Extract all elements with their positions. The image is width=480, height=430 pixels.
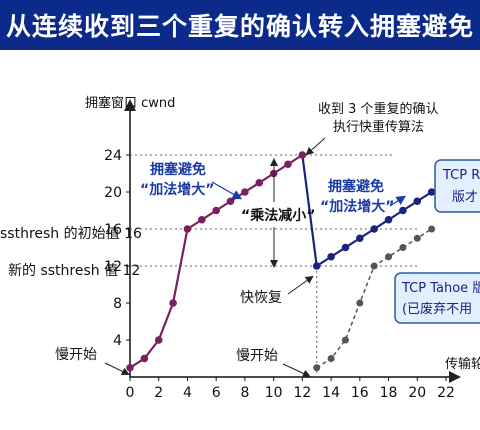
reno-point: [183, 225, 192, 233]
x-ticks: 0 2 4 6 8 10 12 14 16 18 20 22: [126, 377, 455, 401]
tahoe-point: [313, 364, 321, 372]
ca-arrow-1: [211, 181, 243, 200]
reno-point: [312, 262, 321, 270]
y-tick-label: 8: [113, 296, 122, 312]
ca-label-1-line2: “加法增大”: [140, 181, 214, 198]
reno-legend-line1: TCP R: [442, 168, 480, 183]
y-tick-label: 12: [104, 259, 122, 275]
series-tahoe: [313, 225, 436, 372]
multiplicative-decrease-label: “乘法减小”: [241, 207, 315, 224]
reno-point: [356, 234, 364, 243]
tahoe-point: [428, 225, 436, 233]
tahoe-point: [341, 336, 349, 344]
reno-point: [198, 215, 206, 224]
x-tick-label: 10: [265, 385, 283, 401]
reno-point: [327, 252, 335, 261]
x-tick-label: 20: [408, 385, 426, 401]
slow-start-arrow-2: [282, 363, 311, 378]
reno-point: [226, 197, 235, 206]
new-ssthresh-label: 新的 ssthresh 值 12: [8, 263, 140, 279]
ca-label-1-line1: 拥塞避免: [150, 161, 206, 178]
x-tick-label: 2: [154, 385, 163, 401]
series-reno: [126, 151, 436, 372]
reno-point: [370, 225, 378, 233]
reno-slow-start-line: [129, 228, 189, 369]
tahoe-legend-line1: TCP Tahoe 版: [401, 281, 480, 296]
slow-start-label-1: 慢开始: [55, 346, 97, 363]
tahoe-point: [327, 355, 335, 362]
title-bar: 从连续收到三个重复的确认转入拥塞避免: [0, 0, 480, 50]
reno-point: [341, 243, 350, 252]
reno-point: [399, 206, 407, 215]
y-tick-label: 16: [104, 222, 122, 238]
reno-legend-line2: 版才: [452, 190, 478, 205]
reno-point: [298, 151, 307, 159]
slow-start-label-2: 慢开始: [236, 347, 278, 364]
tahoe-legend-box: [394, 272, 480, 324]
slow-start-arrow-1: [104, 362, 130, 376]
y-tick-label: 4: [113, 333, 122, 349]
tahoe-point: [399, 244, 407, 251]
y-ticks: 4 8 12 16 20 24: [104, 148, 130, 349]
x-tick-label: 22: [437, 385, 455, 401]
x-tick-label: 18: [380, 385, 398, 401]
ca-label-2-line1: 拥塞避免: [328, 178, 384, 195]
reno-point: [384, 215, 393, 224]
x-tick-label: 0: [126, 385, 135, 401]
x-tick-label: 4: [183, 385, 192, 401]
reno-point: [427, 188, 436, 196]
fast-recovery-label: 快恢复: [240, 289, 282, 306]
ca-arrow-2: [389, 195, 407, 207]
y-tick-label: 24: [104, 148, 122, 164]
reno-drop-line: [301, 154, 318, 267]
page-title: 从连续收到三个重复的确认转入拥塞避免: [5, 12, 474, 41]
reno-point: [140, 354, 149, 363]
fast-recovery-arrow: [287, 275, 314, 295]
tahoe-legend-line2: (已废弃不用: [402, 301, 472, 317]
tahoe-point: [356, 299, 364, 307]
tahoe-point: [385, 253, 393, 261]
x-tick-label: 6: [212, 385, 221, 401]
triple-ack-line2: 执行快重传算法: [333, 119, 424, 135]
ca-label-2-line2: “加法增大”: [320, 198, 394, 215]
initial-ssthresh-label: ssthresh 的初始值 16: [0, 225, 142, 242]
reno-point: [284, 160, 292, 169]
reno-point: [212, 206, 220, 215]
x-axis-label: 传输轮: [445, 356, 480, 372]
x-tick-label: 14: [322, 385, 340, 401]
y-axis-label: 拥塞窗口 cwnd: [85, 95, 175, 111]
reno-point: [413, 197, 422, 206]
tahoe-point: [370, 262, 378, 270]
reno-point: [126, 363, 134, 372]
reno-point: [169, 299, 177, 307]
reno-point: [255, 178, 264, 187]
y-tick-label: 20: [104, 185, 122, 201]
x-tick-label: 8: [240, 385, 249, 401]
reno-point: [154, 336, 163, 344]
reno-legend-box: [434, 159, 480, 213]
tahoe-point: [413, 234, 421, 242]
x-tick-label: 16: [351, 385, 369, 401]
triple-ack-line1: 收到 3 个重复的确认: [318, 101, 439, 117]
x-tick-label: 12: [293, 385, 311, 401]
cwnd-chart: 拥塞窗口 cwnd 传输轮 0 2 4 6 8 10 12 14 16 18 20 22 481216…: [0, 95, 480, 401]
reno-point: [241, 188, 249, 196]
triple-ack-arrow: [305, 137, 326, 156]
